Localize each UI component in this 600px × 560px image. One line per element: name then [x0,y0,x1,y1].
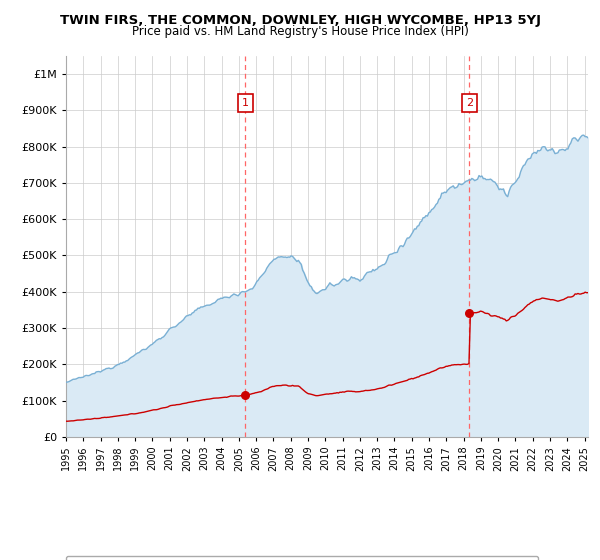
Text: 2: 2 [466,98,473,108]
Point [241,391,250,400]
Point [464,309,474,318]
Text: TWIN FIRS, THE COMMON, DOWNLEY, HIGH WYCOMBE, HP13 5YJ: TWIN FIRS, THE COMMON, DOWNLEY, HIGH WYC… [59,14,541,27]
Legend: TWIN FIRS, THE COMMON, DOWNLEY, HIGH WYCOMBE, HP13 5YJ (detached house), HPI: Av: TWIN FIRS, THE COMMON, DOWNLEY, HIGH WYC… [66,556,538,560]
Text: Price paid vs. HM Land Registry's House Price Index (HPI): Price paid vs. HM Land Registry's House … [131,25,469,38]
Text: 1: 1 [242,98,249,108]
